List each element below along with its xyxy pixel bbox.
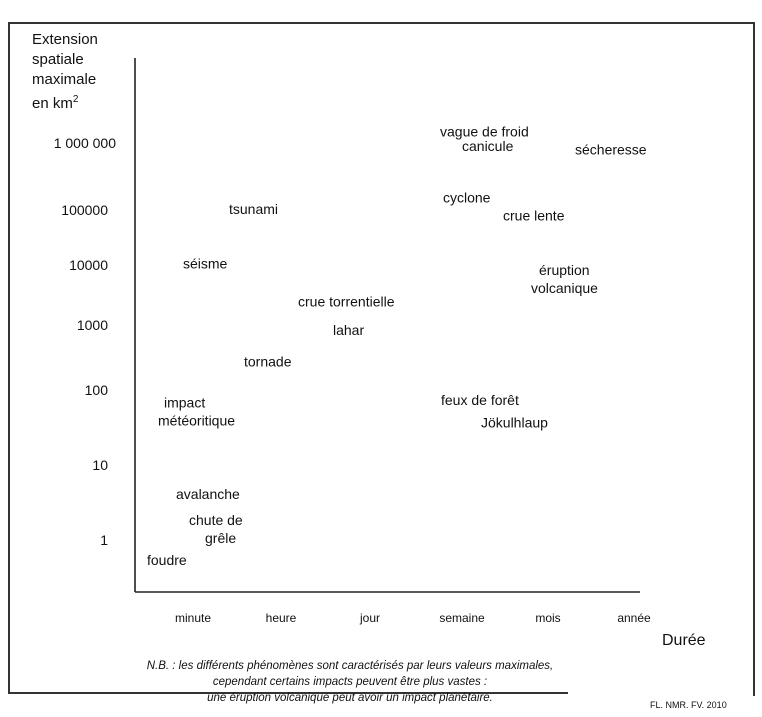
y-tick-label: 100000 [61,202,108,218]
data-label: vague de froid [440,123,529,139]
y-tick-label: 1 [100,532,108,548]
chart-frame-bottom [8,692,568,694]
note: N.B. : les différents phénomènes sont ca… [120,658,580,706]
data-label: lahar [333,322,364,338]
x-axis-title: Durée [662,632,706,649]
note-line: cependant certains impacts peuvent être … [212,676,488,688]
y-axis-unit-exponent: 2 [72,94,79,105]
y-axis-title-line: spatiale [32,51,84,68]
data-label: crue lente [503,208,565,224]
chart-frame-left [8,22,10,694]
data-label: chute de [189,512,243,528]
chart-frame [8,22,755,696]
y-tick-label: 1 000 000 [54,135,116,151]
data-label: feux de forêt [441,392,519,408]
data-label: séisme [183,256,228,272]
x-tick-label: minute [175,611,211,625]
data-label: grêle [205,530,236,546]
data-label: canicule [462,138,514,154]
data-label: tornade [244,353,292,369]
x-tick-label: année [617,611,651,625]
x-tick-label: mois [535,611,560,625]
data-label: tsunami [229,201,278,217]
y-tick-label: 10 [92,457,108,473]
data-label: volcanique [531,280,598,296]
data-label: impact [164,394,205,410]
x-tick-label: heure [266,611,297,625]
y-axis-unit: en km [32,95,73,112]
data-label: cyclone [443,190,491,206]
data-label: météoritique [158,412,235,428]
data-label: éruption [539,262,590,278]
data-label: foudre [147,552,187,568]
y-axis-title: Extension spatiale maximale en km2 [32,30,98,114]
y-tick-label: 10000 [69,257,108,273]
y-axis-title-line: maximale [32,71,97,88]
data-label: sécheresse [575,141,647,157]
x-tick-label: jour [359,611,380,625]
x-tick-label: semaine [439,611,485,625]
data-label: Jökulhlaup [481,414,548,430]
y-tick-label: 1000 [77,317,108,333]
y-tick-label: 100 [85,382,109,398]
note-line: N.B. : les différents phénomènes sont ca… [146,660,554,672]
y-axis-title-line: Extension [32,31,98,48]
data-label: avalanche [176,486,240,502]
data-label: crue torrentielle [298,294,395,310]
y-axis-title-line: en km2 [32,90,98,114]
note-line: une éruption volcanique peut avoir un im… [207,692,493,704]
credit: FL. NMR. FV. 2010 [650,700,727,710]
